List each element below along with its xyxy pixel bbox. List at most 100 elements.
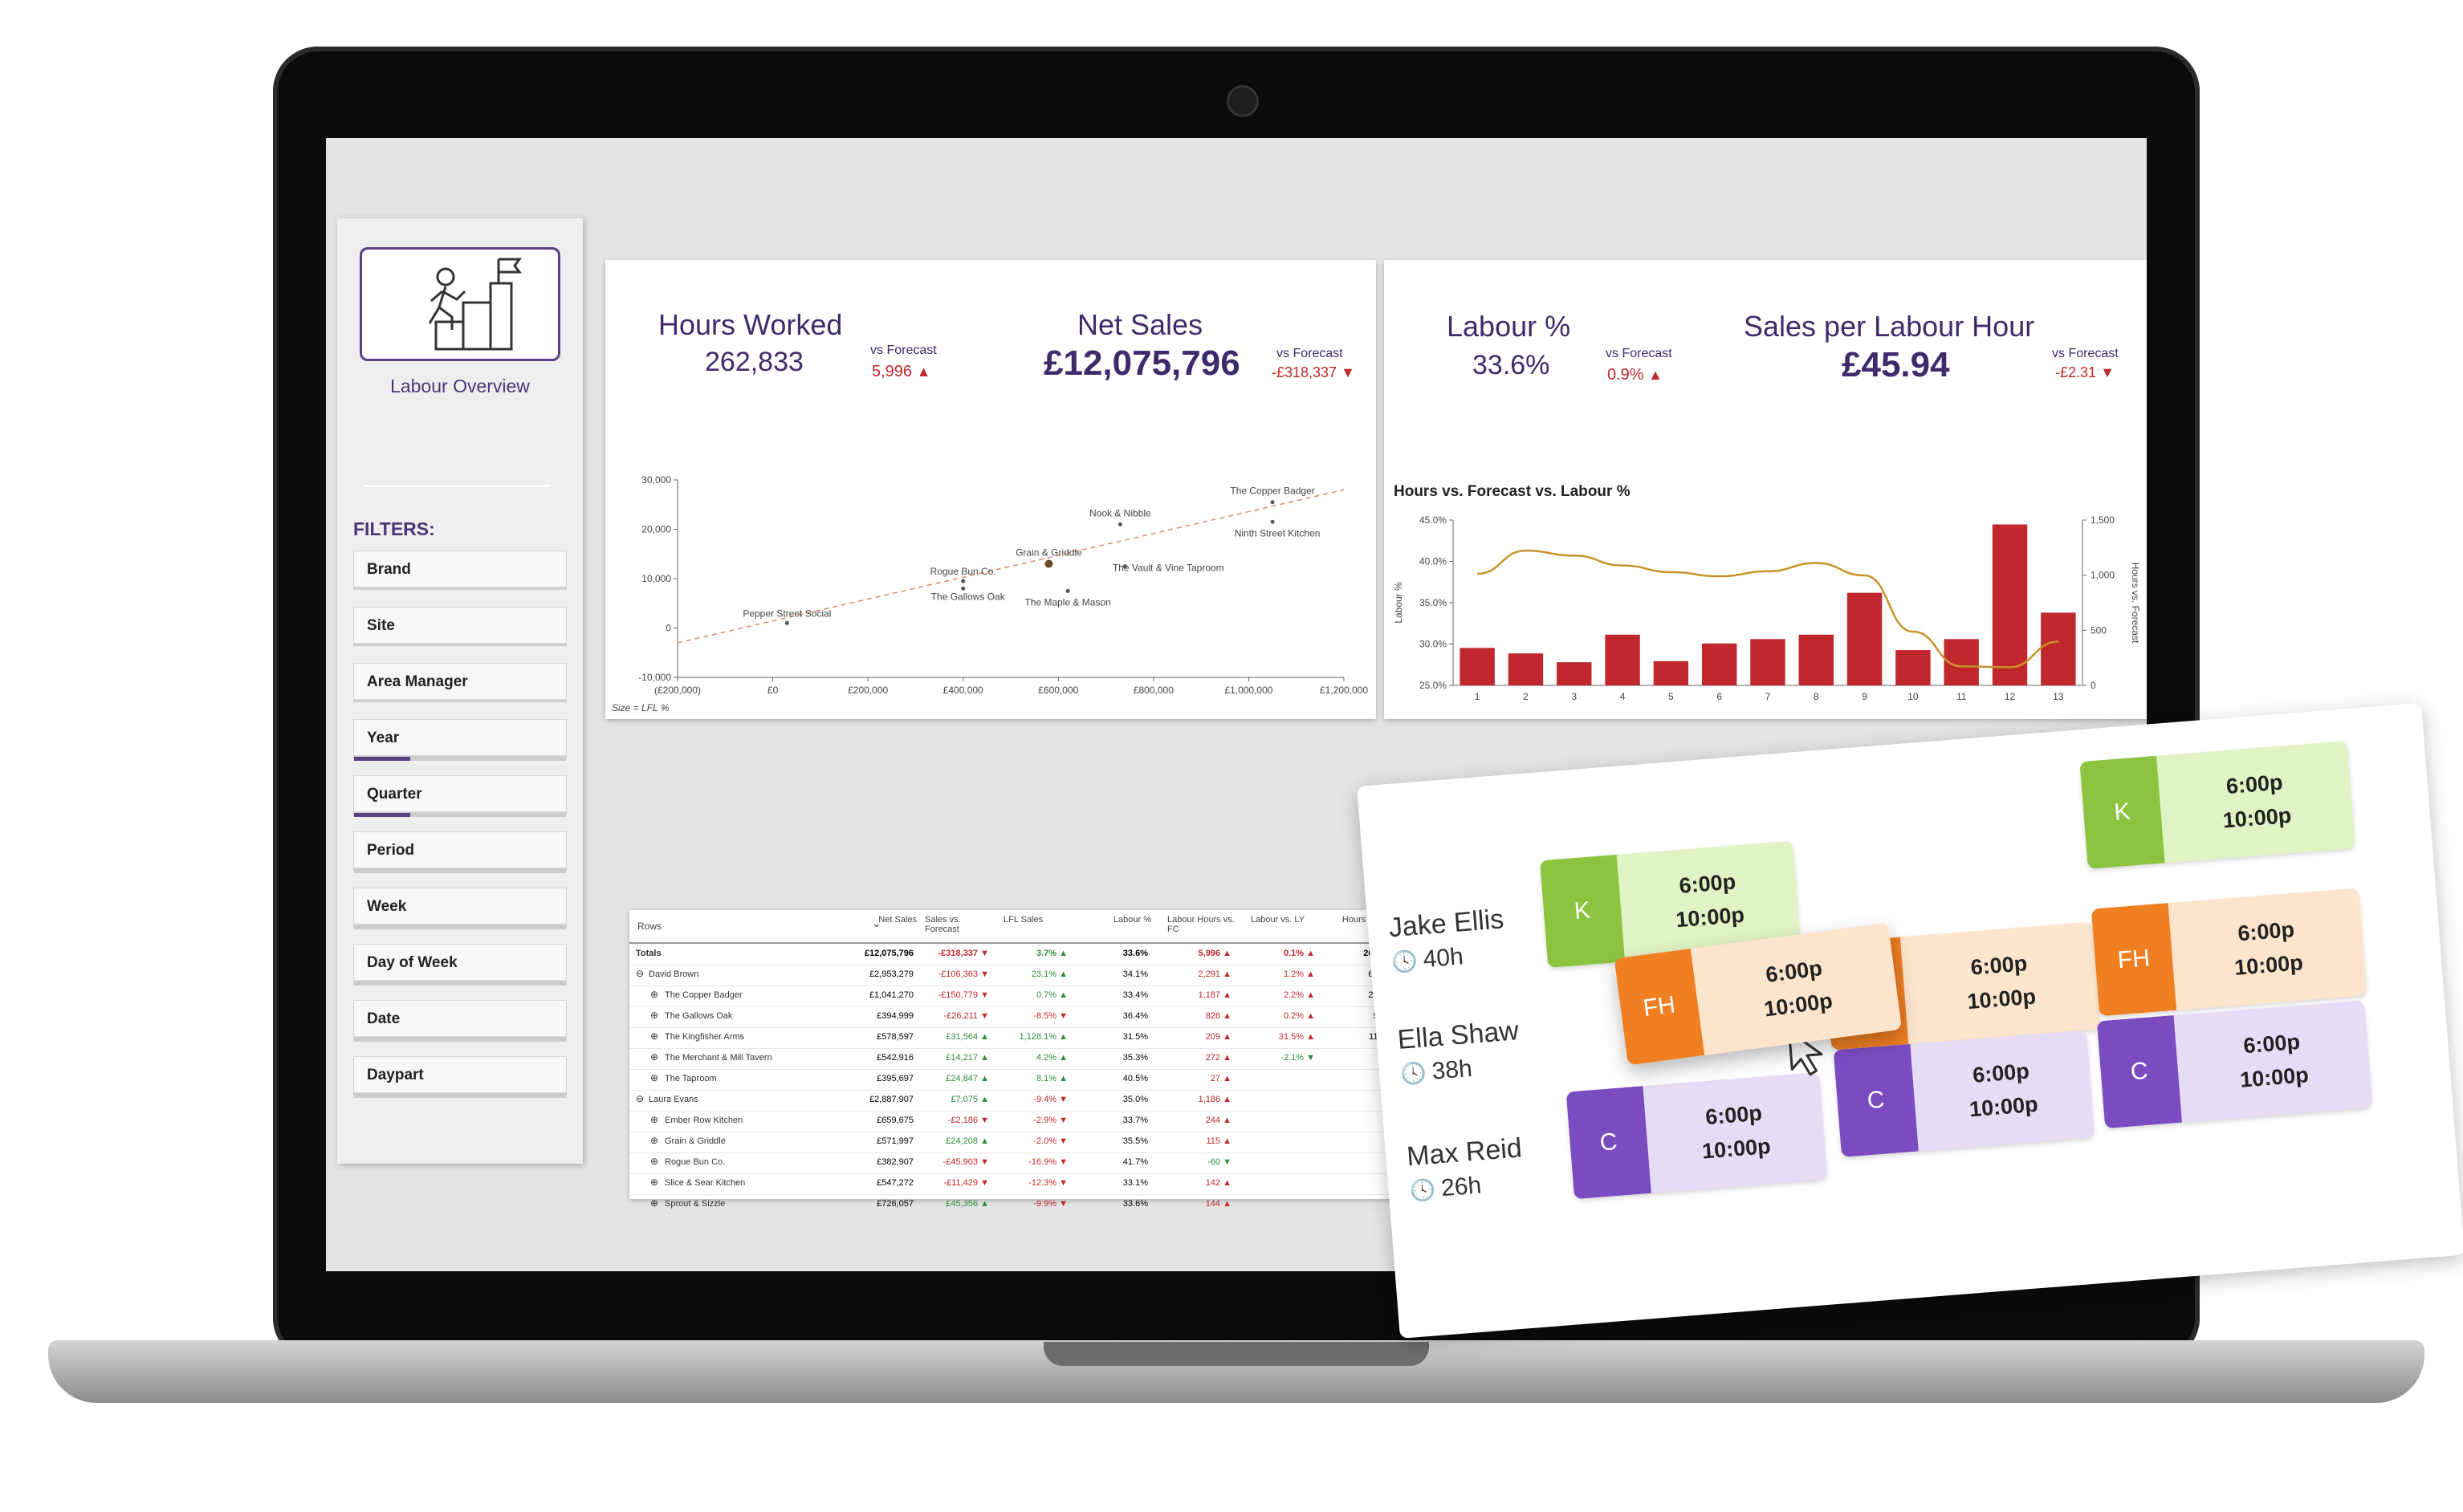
- filter-daypart[interactable]: Daypart: [353, 1056, 567, 1098]
- column-header[interactable]: Net Sales: [878, 915, 917, 925]
- scatter-chart: 30,000 20,000 10,000 0 -10,000 (£200,000) £0 £2…: [612, 474, 1368, 713]
- cell-value: £542,916: [877, 1053, 914, 1063]
- column-header[interactable]: LFL Sales: [1004, 915, 1044, 925]
- row-label: The Gallows Oak: [665, 1011, 733, 1021]
- cell-value: -£26,211: [943, 1011, 979, 1021]
- labour-overview-logo[interactable]: [360, 247, 560, 361]
- laptop-notch: [1044, 1342, 1429, 1366]
- column-header[interactable]: Sales vs. Forecast: [925, 915, 961, 934]
- table-cell: -2.0% ▼: [994, 1136, 1068, 1146]
- expand-icon[interactable]: ⊕: [650, 989, 659, 1000]
- expand-icon[interactable]: ⊕: [650, 1177, 659, 1188]
- x-tick-label: £400,000: [943, 685, 983, 696]
- filter-area-manager[interactable]: Area Manager: [353, 663, 567, 700]
- cell-value: 31.5%: [1278, 1032, 1305, 1042]
- table-cell: -£26,211 ▼: [915, 1011, 989, 1021]
- cell-value: -12.3%: [1028, 1178, 1057, 1188]
- up-arrow-icon: ▲: [1220, 969, 1232, 979]
- column-header[interactable]: Labour %: [1113, 915, 1151, 925]
- filter-period[interactable]: Period: [353, 831, 567, 873]
- sales-hours-panel: Hours Worked 262,833 vs Forecast 5,996 ▲…: [605, 260, 1376, 719]
- up-arrow-icon: ▲: [1220, 1032, 1232, 1042]
- filter-site[interactable]: Site: [353, 607, 567, 644]
- table-row[interactable]: ⊕ Ember Row Kitchen £659,675 -£2,186 ▼ -2.9%…: [629, 1111, 2135, 1132]
- up-arrow-icon: ▲: [1056, 1074, 1068, 1083]
- cell-value: 272: [1205, 1053, 1221, 1063]
- expand-icon[interactable]: ⊕: [650, 1114, 659, 1125]
- cell-value: 209: [1205, 1032, 1221, 1042]
- trend-line: [677, 489, 1345, 644]
- expand-icon[interactable]: ⊕: [650, 1051, 659, 1063]
- point-label: The Gallows Oak: [931, 591, 1006, 602]
- staff-member[interactable]: Jake Ellis 🕓 40h: [1387, 904, 1507, 976]
- staff-member[interactable]: Max Reid 🕓 26h: [1406, 1132, 1525, 1205]
- expand-icon[interactable]: ⊕: [650, 1197, 659, 1209]
- table-cell: -16.9% ▼: [994, 1157, 1068, 1167]
- cell-value: 0.1%: [1283, 949, 1305, 958]
- expand-icon[interactable]: ⊕: [650, 1030, 659, 1042]
- cell-value: 1.2%: [1283, 969, 1305, 979]
- table-row[interactable]: ⊕ Sprout & Sizzle £726,057 £45,356 ▲ -9.9% ▼…: [629, 1194, 2135, 1216]
- table-cell: 1,128.1% ▲: [994, 1032, 1068, 1042]
- up-arrow-icon: ▲: [1648, 367, 1663, 383]
- staff-member[interactable]: Ella Shaw 🕓 38h: [1396, 1015, 1522, 1088]
- y-tick-label: 30.0%: [1419, 639, 1447, 650]
- expand-icon[interactable]: ⊕: [650, 1135, 659, 1146]
- filter-date[interactable]: Date: [353, 1000, 567, 1042]
- up-arrow-icon: ▲: [978, 1074, 989, 1083]
- row-label: The Taproom: [665, 1074, 717, 1083]
- filter-day-of-week[interactable]: Day of Week: [353, 944, 567, 986]
- cell-value: -2.1%: [1280, 1053, 1305, 1063]
- cell-value: 8.1%: [1036, 1074, 1057, 1083]
- shift-c[interactable]: C 6:00p 10:00p: [2096, 1000, 2373, 1129]
- row-label: Slice & Sear Kitchen: [665, 1178, 746, 1188]
- clock-icon: 🕓: [1408, 1177, 1443, 1204]
- shift-role: C: [2096, 1015, 2183, 1129]
- filter-quarter[interactable]: Quarter: [353, 775, 567, 817]
- cell-value: -£106,363: [938, 969, 979, 979]
- shift-times: 6:00p 10:00p: [2158, 760, 2354, 842]
- expand-icon[interactable]: ⊕: [650, 1072, 659, 1083]
- table-row[interactable]: ⊕ Slice & Sear Kitchen £547,272 -£11,429 ▼ -…: [629, 1173, 2135, 1195]
- y-tick-label: 35.0%: [1419, 597, 1447, 608]
- scatter-point: [1044, 559, 1053, 568]
- table-cell: £571,997: [840, 1136, 914, 1146]
- y-tick-label: 0: [666, 623, 671, 634]
- y-tick-label: 25.0%: [1419, 680, 1447, 691]
- cell-value: £382,907: [877, 1157, 914, 1167]
- table-cell: 209 ▲: [1158, 1032, 1232, 1042]
- up-arrow-icon: ▲: [1220, 1095, 1232, 1104]
- cell-value: 23.1%: [1031, 969, 1057, 979]
- shift-c[interactable]: C 6:00p 10:00p: [1833, 1030, 2095, 1158]
- shift-k[interactable]: K 6:00p 10:00p: [2079, 741, 2355, 869]
- cell-value: 1,128.1%: [1019, 1032, 1057, 1042]
- cell-value: £7,075: [951, 1095, 979, 1104]
- hours-vs-forecast-label: vs Forecast: [870, 343, 937, 357]
- cell-value: 142: [1205, 1178, 1221, 1188]
- filter-brand[interactable]: Brand: [353, 551, 567, 587]
- collapse-icon[interactable]: ⊖: [636, 1093, 645, 1104]
- expand-icon[interactable]: ⊕: [650, 1010, 659, 1021]
- filter-scrollbar-track: [410, 813, 566, 817]
- x-tick-label: £1,000,000: [1224, 685, 1272, 696]
- filter-scrollbar: [354, 869, 566, 873]
- up-arrow-icon: ▲: [1056, 1032, 1068, 1042]
- rows-header: Rows: [637, 921, 662, 932]
- column-header[interactable]: Labour Hours vs. FC: [1167, 915, 1235, 934]
- expand-icon[interactable]: ⊕: [650, 1156, 659, 1167]
- shift-c[interactable]: C 6:00p 10:00p: [1565, 1071, 1828, 1200]
- shift-role: FH: [2090, 903, 2177, 1017]
- splh-vs-forecast-delta: -£2.31 ▼: [2055, 364, 2115, 380]
- table-row[interactable]: ⊕ Grain & Griddle £571,997 £24,208 ▲ -2.0% ▼…: [629, 1132, 2135, 1153]
- filter-week[interactable]: Week: [353, 888, 567, 929]
- y2-tick-label: 1,000: [2090, 570, 2115, 581]
- column-header[interactable]: Labour vs. LY: [1251, 915, 1305, 925]
- point-label: Grain & Griddle: [1016, 547, 1082, 559]
- filter-year[interactable]: Year: [353, 719, 567, 761]
- rows-dropdown-chevron-icon[interactable]: ⌄: [872, 917, 881, 929]
- table-row[interactable]: ⊕ Rogue Bun Co. £382,907 -£45,903 ▼ -16.9% ▼…: [629, 1152, 2135, 1174]
- collapse-icon[interactable]: ⊖: [636, 968, 645, 979]
- shift-role: K: [1539, 854, 1626, 968]
- table-cell: £24,847 ▲: [915, 1074, 989, 1083]
